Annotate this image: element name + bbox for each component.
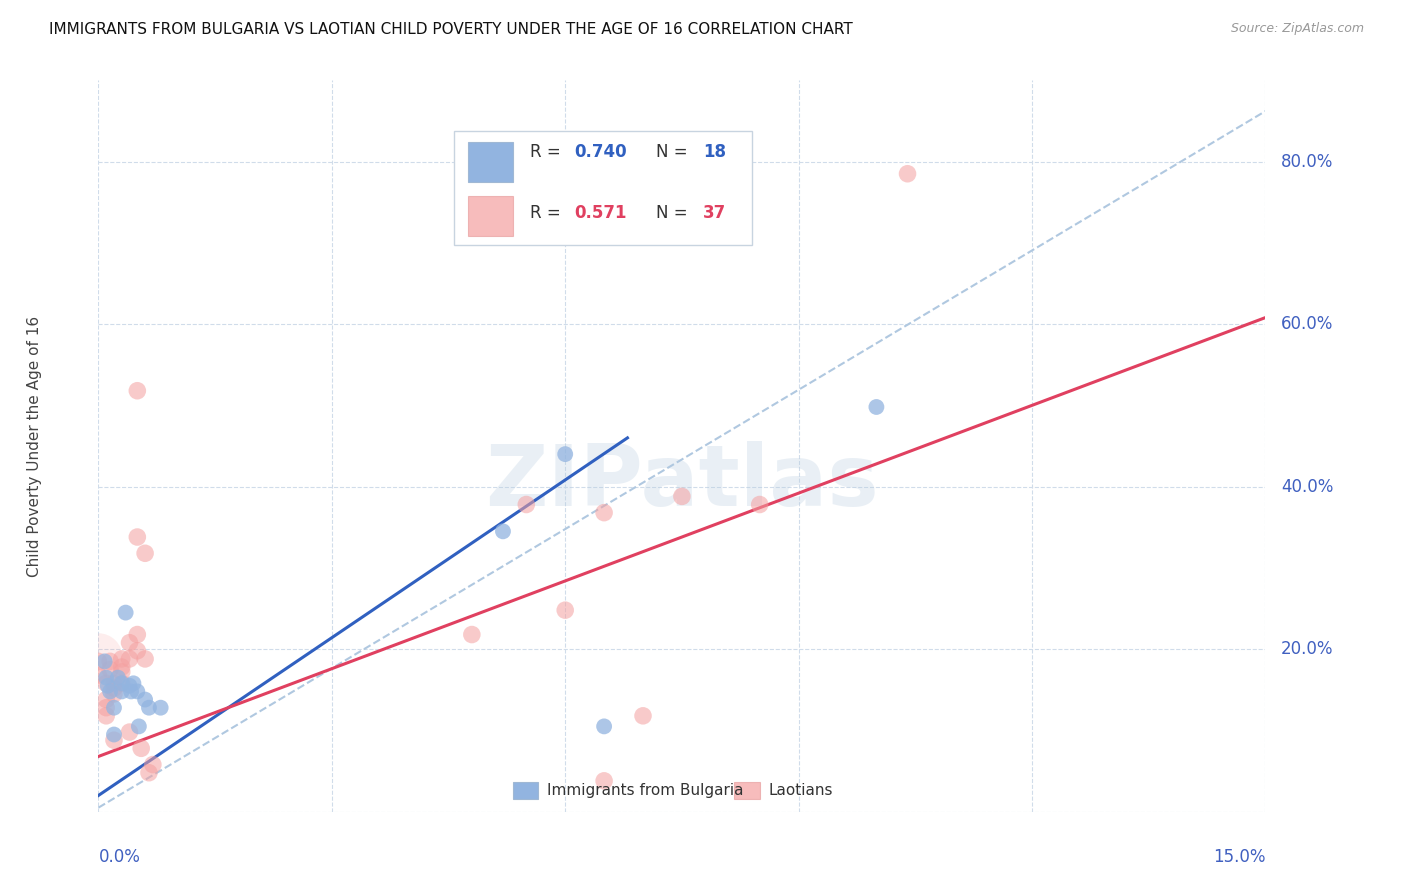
Point [554, 603, 576, 617]
Point [103, 676, 125, 690]
Point [127, 627, 149, 641]
Text: 0.571: 0.571 [575, 204, 627, 222]
Point [96, 700, 118, 714]
Point [103, 727, 125, 741]
Point [593, 773, 616, 788]
Point [111, 676, 134, 690]
Point [120, 684, 142, 698]
Point [129, 741, 152, 756]
Point [98, 654, 121, 668]
Text: 40.0%: 40.0% [1281, 477, 1333, 496]
Point [118, 652, 141, 666]
Point [134, 692, 156, 706]
Text: ZIPatlas: ZIPatlas [485, 441, 879, 524]
Point [96, 676, 118, 690]
Bar [468, 142, 513, 183]
Point [134, 652, 156, 666]
Point [87, 650, 110, 665]
Bar [513, 782, 538, 798]
Text: 80.0%: 80.0% [1281, 153, 1333, 170]
Text: 0.0%: 0.0% [98, 848, 141, 866]
Point [134, 546, 156, 560]
Point [98, 663, 121, 677]
Point [122, 676, 145, 690]
Text: 0.740: 0.740 [575, 143, 627, 161]
Point [93, 654, 115, 668]
Point [142, 757, 165, 772]
Text: 37: 37 [703, 204, 725, 222]
Point [118, 635, 141, 649]
Point [96, 671, 118, 685]
Text: 18: 18 [703, 143, 725, 161]
Text: 20.0%: 20.0% [1281, 640, 1333, 658]
Text: Laotians: Laotians [768, 783, 832, 798]
Point [103, 733, 125, 747]
Point [149, 700, 172, 714]
Text: N =: N = [657, 204, 693, 222]
Point [111, 676, 134, 690]
Point [138, 700, 160, 714]
Point [492, 524, 515, 539]
Point [671, 489, 693, 503]
Point [127, 684, 149, 698]
Point [118, 725, 141, 739]
Point [107, 671, 129, 685]
Point [103, 681, 125, 696]
Point [127, 644, 149, 658]
Text: 15.0%: 15.0% [1213, 848, 1265, 866]
Point [118, 679, 141, 693]
Point [128, 719, 150, 733]
Point [554, 447, 576, 461]
Point [127, 530, 149, 544]
Point [87, 668, 110, 682]
Point [103, 700, 125, 714]
Point [138, 765, 160, 780]
Point [96, 692, 118, 706]
Point [103, 687, 125, 701]
Point [97, 679, 120, 693]
Point [111, 652, 134, 666]
Point [111, 684, 134, 698]
Point [461, 627, 484, 641]
Point [593, 719, 616, 733]
Point [87, 654, 110, 668]
Bar [468, 195, 513, 235]
Point [515, 498, 537, 512]
Point [127, 384, 149, 398]
Point [96, 708, 118, 723]
Text: R =: R = [530, 143, 567, 161]
Point [865, 400, 887, 414]
Text: Source: ZipAtlas.com: Source: ZipAtlas.com [1230, 22, 1364, 36]
Point [593, 506, 616, 520]
Text: IMMIGRANTS FROM BULGARIA VS LAOTIAN CHILD POVERTY UNDER THE AGE OF 16 CORRELATIO: IMMIGRANTS FROM BULGARIA VS LAOTIAN CHIL… [49, 22, 853, 37]
Text: R =: R = [530, 204, 567, 222]
Point [896, 167, 918, 181]
Text: 60.0%: 60.0% [1281, 315, 1333, 333]
Text: N =: N = [657, 143, 693, 161]
Point [114, 606, 136, 620]
FancyBboxPatch shape [454, 131, 752, 244]
Point [631, 708, 654, 723]
Text: Child Poverty Under the Age of 16: Child Poverty Under the Age of 16 [27, 316, 42, 576]
Point [111, 660, 134, 674]
Bar [734, 782, 761, 798]
Point [98, 684, 121, 698]
Point [748, 498, 770, 512]
Point [111, 665, 134, 679]
Text: Immigrants from Bulgaria: Immigrants from Bulgaria [547, 783, 742, 798]
